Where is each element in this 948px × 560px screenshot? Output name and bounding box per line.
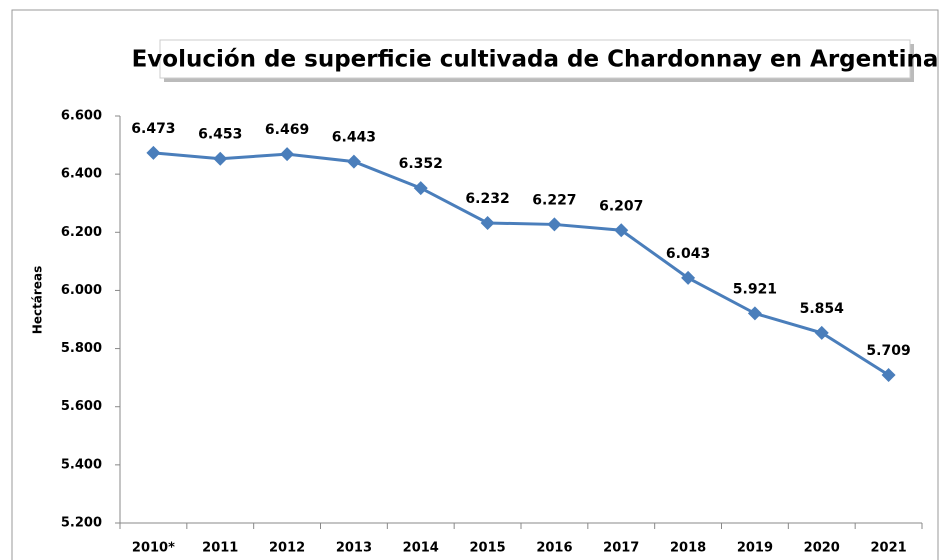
marker — [681, 270, 696, 285]
marker — [747, 306, 762, 321]
y-tick-label: 5.400 — [61, 457, 102, 472]
data-label: 6.352 — [399, 156, 443, 172]
marker — [413, 181, 428, 196]
data-label: 6.453 — [198, 127, 242, 143]
y-tick-label: 5.200 — [61, 516, 102, 531]
marker — [146, 145, 161, 160]
line — [153, 151, 890, 377]
x-tick-label: 2010* — [132, 541, 175, 556]
data-label: 6.232 — [465, 191, 509, 207]
data-label: 6.227 — [532, 192, 576, 208]
marker — [280, 147, 295, 162]
y-tick-label: 6.400 — [61, 167, 102, 182]
data-label: 6.207 — [599, 198, 643, 214]
x-tick-label: 2013 — [336, 541, 372, 556]
marker — [346, 154, 361, 169]
x-tick-label: 2019 — [737, 541, 773, 556]
y-axis-label: Hectáreas — [31, 266, 45, 334]
marker — [814, 325, 829, 340]
data-label: 6.043 — [666, 246, 710, 262]
y-tick-label: 6.200 — [61, 225, 102, 240]
x-tick-label: 2017 — [603, 541, 639, 556]
x-tick-label: 2021 — [870, 541, 906, 556]
x-tick-label: 2014 — [403, 541, 439, 556]
x-tick-label: 2011 — [202, 541, 238, 556]
data-label: 6.473 — [131, 121, 175, 137]
data-label: 6.443 — [332, 130, 376, 146]
data-label: 5.921 — [733, 281, 777, 297]
x-tick-label: 2020 — [804, 541, 840, 556]
x-tick-label: 2015 — [469, 541, 505, 556]
chart-border — [11, 9, 939, 560]
y-tick-label: 6.000 — [61, 283, 102, 298]
y-tick-label: 6.600 — [61, 109, 102, 124]
data-label: 5.854 — [800, 301, 845, 317]
data-label: 5.709 — [866, 343, 910, 359]
chart-title: Evolución de superficie cultivada de Cha… — [132, 47, 939, 73]
marker — [614, 223, 629, 238]
x-tick-label: 2012 — [269, 541, 305, 556]
x-tick-label: 2016 — [536, 541, 572, 556]
y-tick-label: 5.600 — [61, 399, 102, 414]
y-tick-label: 5.800 — [61, 341, 102, 356]
x-tick-label: 2018 — [670, 541, 706, 556]
marker — [547, 217, 562, 232]
title-box — [159, 39, 911, 79]
marker — [480, 215, 495, 230]
marker — [213, 151, 228, 166]
data-label: 6.469 — [265, 122, 309, 138]
marker — [881, 368, 896, 383]
